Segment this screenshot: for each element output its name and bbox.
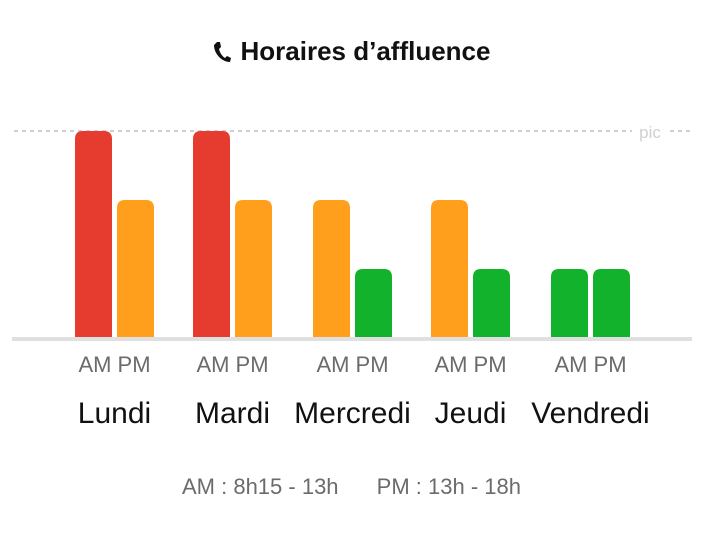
bar-jeudi-am: [431, 200, 468, 338]
bar-mardi-am: [193, 131, 230, 338]
bar-chart: pic AM PM Lundi AM PM Mardi AM PM Mercredi AM P…: [12, 121, 692, 430]
pm-hours: PM : 13h - 18h: [376, 474, 521, 499]
bar-lundi-am: [75, 131, 112, 338]
chart-title: Horaires d’affluence: [0, 36, 703, 67]
day-label-mardi: Mardi: [195, 397, 270, 430]
title-text: Horaires d’affluence: [240, 36, 491, 66]
bar-lundi-pm: [117, 200, 154, 338]
bar-jeudi-pm: [473, 269, 510, 338]
day-label-mercredi: Mercredi: [294, 397, 411, 430]
bar-mardi-pm: [235, 200, 272, 338]
tick-label-am-pm: AM PM: [434, 352, 506, 377]
bar-vendredi-am: [551, 269, 588, 338]
tick-label-am-pm: AM PM: [78, 352, 150, 377]
day-label-jeudi: Jeudi: [435, 397, 507, 430]
bar-mercredi-am: [313, 200, 350, 338]
tick-label-am-pm: AM PM: [196, 352, 268, 377]
legend-footer: AM : 8h15 - 13h PM : 13h - 18h: [0, 474, 703, 500]
phone-icon: [213, 41, 231, 63]
tick-label-am-pm: AM PM: [554, 352, 626, 377]
bar-vendredi-pm: [593, 269, 630, 338]
bar-mercredi-pm: [355, 269, 392, 338]
tick-label-am-pm: AM PM: [316, 352, 388, 377]
peak-label: pic: [639, 123, 661, 142]
day-label-lundi: Lundi: [78, 397, 151, 430]
day-label-vendredi: Vendredi: [531, 397, 649, 430]
am-hours: AM : 8h15 - 13h: [182, 474, 339, 499]
